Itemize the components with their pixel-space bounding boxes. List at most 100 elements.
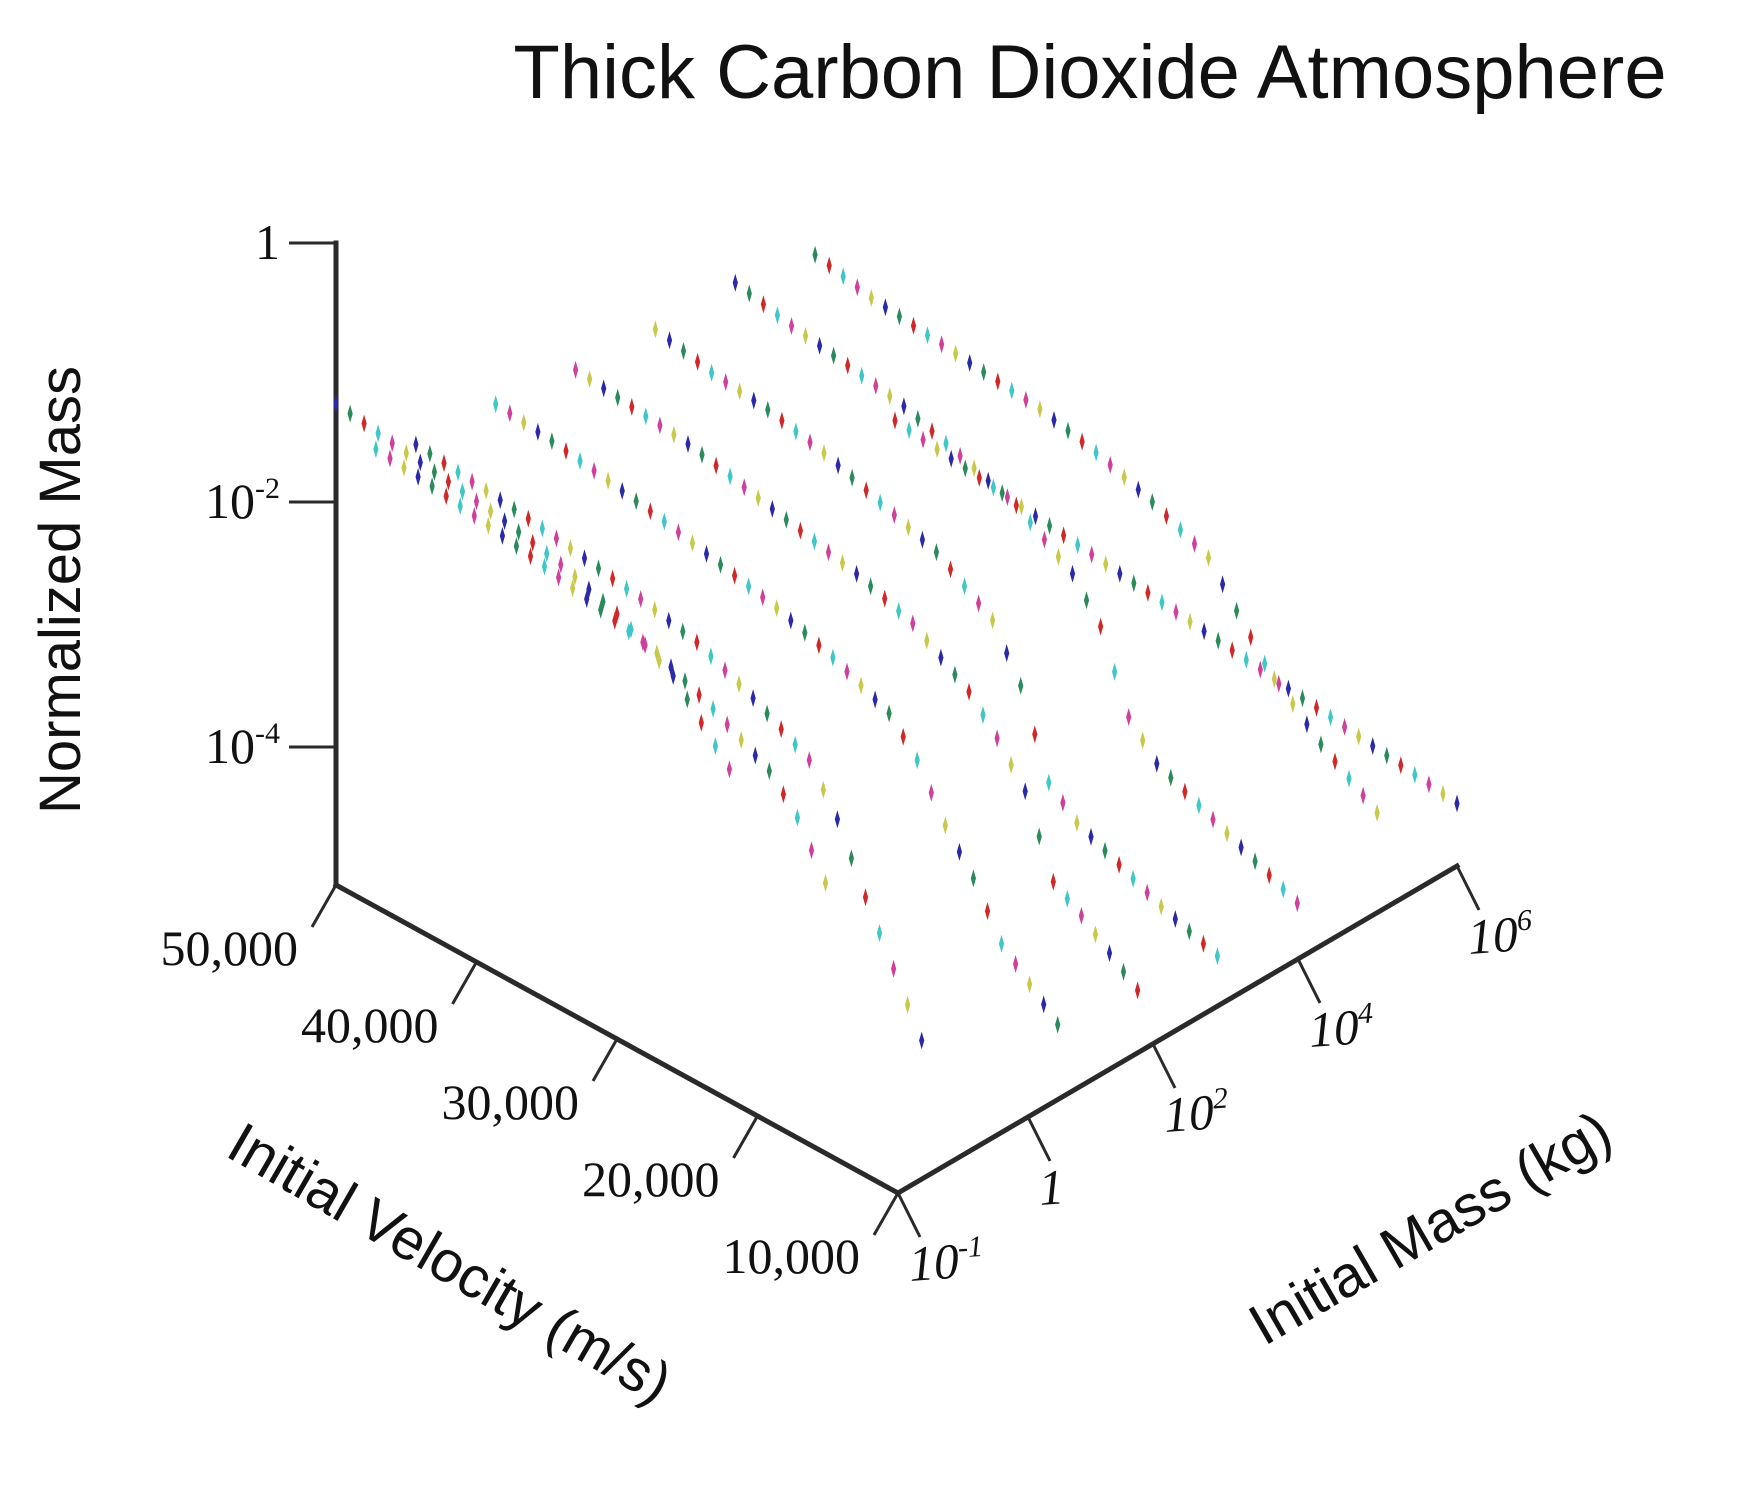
data-point [1285, 679, 1291, 698]
data-point [1036, 827, 1042, 846]
data-point [760, 295, 766, 314]
data-point [1051, 411, 1057, 429]
x-tick-label: 50,000 [161, 920, 299, 976]
data-point [347, 404, 353, 423]
x-tick-label: 10,000 [723, 1228, 861, 1284]
data-point [910, 614, 916, 633]
data-point [896, 602, 902, 620]
data-point [858, 676, 864, 695]
data-point [403, 443, 409, 462]
data-point [849, 468, 855, 487]
data-point [906, 421, 912, 440]
data-point [1013, 496, 1019, 515]
data-point [854, 278, 860, 297]
data-point [516, 523, 522, 541]
data-point [387, 449, 393, 468]
chart-title: Thick Carbon Dioxide Atmosphere [513, 30, 1666, 115]
data-point [1116, 855, 1122, 874]
data-point [445, 472, 451, 491]
data-point [1280, 880, 1286, 899]
data-point [1313, 698, 1320, 717]
data-point [976, 594, 982, 613]
data-point [457, 497, 463, 515]
data-point [553, 529, 559, 548]
data-point [1177, 520, 1183, 539]
data-point [845, 356, 851, 375]
data-point [732, 566, 738, 585]
data-point [487, 502, 494, 521]
data-point [826, 256, 832, 275]
data-point [868, 577, 874, 596]
y-axis-ticks: 10-1 1 102 104 106 [896, 865, 1533, 1292]
data-point [882, 589, 888, 608]
data-point [521, 413, 527, 432]
data-point [549, 432, 555, 451]
y-tick-mark [1151, 1043, 1177, 1089]
data-point [822, 874, 829, 892]
data-point [956, 842, 962, 861]
data-point [811, 532, 817, 551]
data-point [610, 569, 616, 588]
x-tick-label: 40,000 [301, 997, 439, 1053]
data-point [507, 404, 513, 423]
data-point [834, 810, 840, 829]
y-tick-mark [1296, 958, 1322, 1004]
data-point [737, 382, 743, 401]
data-point [605, 471, 611, 490]
y-tick-label: 10-1 [907, 1230, 986, 1292]
data-point [1262, 654, 1268, 673]
data-point [1131, 574, 1137, 593]
data-point [563, 442, 569, 460]
data-point [652, 600, 658, 619]
data-point [1215, 631, 1221, 650]
data-point [808, 841, 815, 860]
data-point [417, 453, 423, 472]
data-point [581, 549, 588, 568]
data-point [840, 267, 846, 286]
data-point [816, 636, 822, 655]
data-point [1032, 507, 1039, 526]
data-point [591, 461, 597, 480]
x-tick-mark [591, 1038, 619, 1082]
data-point [1398, 756, 1404, 775]
data-point [848, 849, 854, 868]
data-point [835, 456, 841, 475]
data-point [541, 557, 548, 576]
data-point [619, 481, 625, 500]
data-point [976, 468, 982, 487]
data-point [1154, 754, 1160, 773]
data-point [788, 611, 794, 630]
data-point [854, 564, 860, 583]
data-point [839, 554, 846, 572]
data-point [780, 785, 786, 804]
data-point [727, 467, 733, 486]
data-point [1041, 530, 1047, 549]
z-axis-title: Normalized Mass [28, 366, 93, 814]
data-point [862, 888, 869, 907]
data-point [1243, 650, 1249, 669]
data-point [1083, 591, 1090, 610]
data-point [535, 422, 541, 441]
data-point [558, 555, 564, 574]
data-point [755, 489, 761, 508]
data-point [1145, 583, 1151, 602]
data-point [1299, 689, 1305, 708]
data-point [685, 435, 691, 453]
data-point [938, 648, 944, 667]
data-point [1342, 717, 1348, 736]
data-point [670, 667, 676, 685]
data-point [788, 317, 795, 335]
data-point [820, 780, 826, 799]
data-point [764, 704, 770, 723]
data-point [919, 1031, 925, 1050]
data-point [891, 506, 897, 524]
data-point [765, 400, 771, 419]
data-point [612, 611, 618, 630]
data-point [1022, 782, 1028, 801]
data-point [901, 397, 907, 416]
data-point [1191, 534, 1198, 553]
data-point [573, 360, 579, 379]
data-point [1248, 628, 1254, 647]
z-tick-label: 1 [255, 214, 280, 270]
